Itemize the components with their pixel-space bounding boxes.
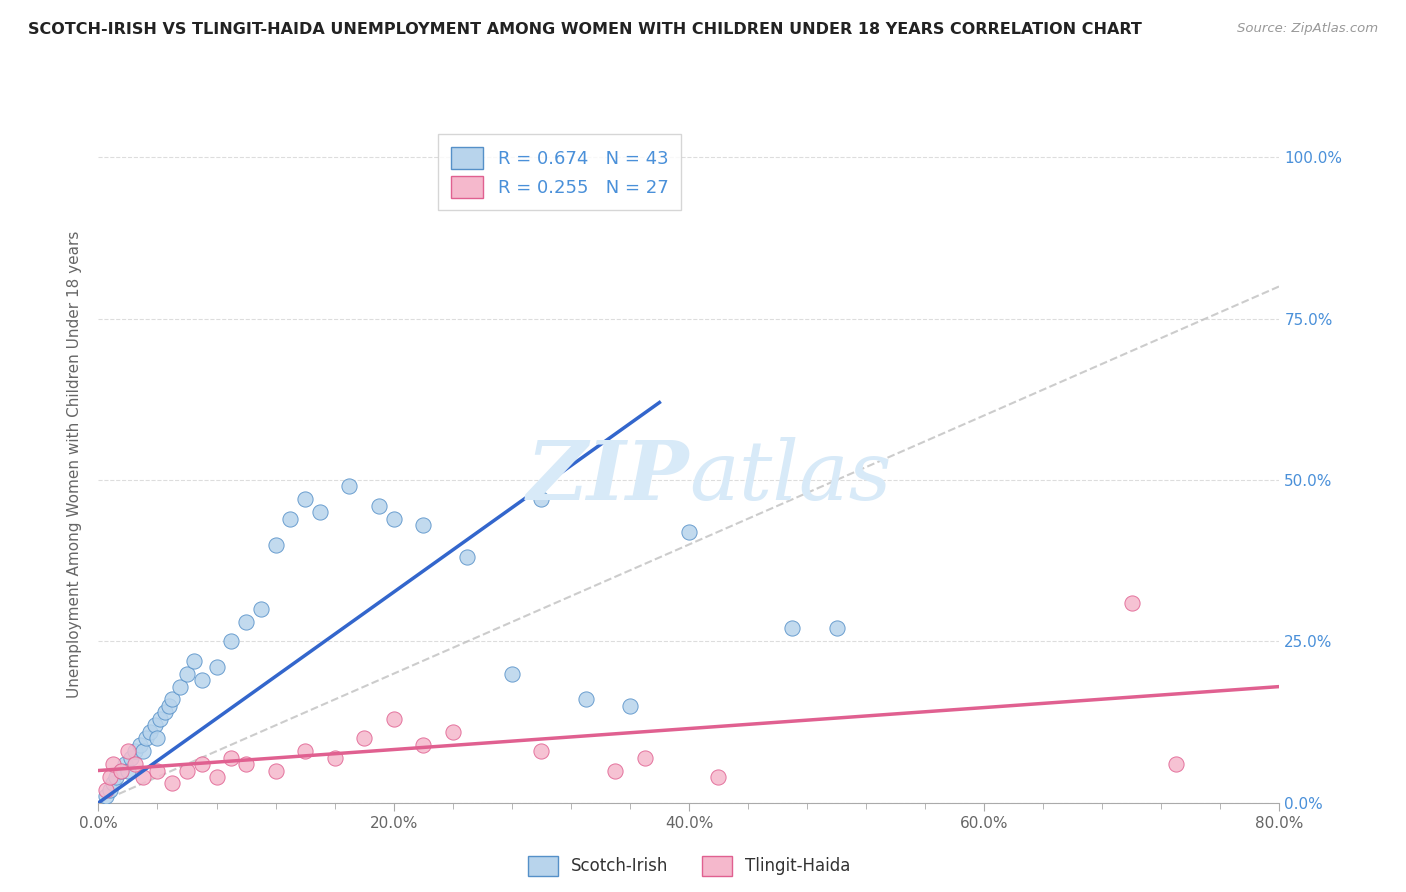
Text: Source: ZipAtlas.com: Source: ZipAtlas.com — [1237, 22, 1378, 36]
Point — [530, 744, 553, 758]
Point — [132, 770, 155, 784]
Point — [605, 764, 627, 778]
Point — [117, 764, 139, 778]
Point — [219, 634, 242, 648]
Point — [94, 783, 117, 797]
Point — [135, 731, 157, 746]
Point — [530, 492, 553, 507]
Point — [205, 770, 228, 784]
Point — [139, 724, 162, 739]
Point — [382, 512, 405, 526]
Point — [219, 750, 242, 764]
Text: SCOTCH-IRISH VS TLINGIT-HAIDA UNEMPLOYMENT AMONG WOMEN WITH CHILDREN UNDER 18 YE: SCOTCH-IRISH VS TLINGIT-HAIDA UNEMPLOYME… — [28, 22, 1142, 37]
Point — [117, 744, 139, 758]
Point — [176, 666, 198, 681]
Point — [353, 731, 375, 746]
Point — [1164, 757, 1187, 772]
Point — [412, 518, 434, 533]
Point — [124, 757, 146, 772]
Point — [633, 750, 655, 764]
Point — [124, 744, 146, 758]
Point — [368, 499, 391, 513]
Point — [183, 654, 205, 668]
Point — [441, 724, 464, 739]
Point — [94, 789, 117, 804]
Legend: Scotch-Irish, Tlingit-Haida: Scotch-Irish, Tlingit-Haida — [520, 849, 858, 882]
Point — [205, 660, 228, 674]
Point — [339, 479, 360, 493]
Point — [132, 744, 155, 758]
Text: ZIP: ZIP — [526, 437, 689, 517]
Point — [191, 673, 214, 687]
Point — [235, 615, 257, 629]
Point — [149, 712, 172, 726]
Point — [264, 764, 287, 778]
Point — [114, 757, 136, 772]
Point — [456, 550, 478, 565]
Point — [678, 524, 700, 539]
Point — [294, 492, 316, 507]
Point — [146, 764, 169, 778]
Point — [143, 718, 166, 732]
Point — [110, 764, 132, 778]
Point — [1121, 596, 1143, 610]
Point — [153, 706, 176, 720]
Y-axis label: Unemployment Among Women with Children Under 18 years: Unemployment Among Women with Children U… — [67, 230, 83, 698]
Point — [782, 622, 804, 636]
Point — [176, 764, 198, 778]
Point — [294, 744, 316, 758]
Point — [157, 698, 180, 713]
Point — [574, 692, 596, 706]
Point — [103, 776, 125, 790]
Point — [128, 738, 150, 752]
Point — [146, 731, 169, 746]
Point — [278, 512, 302, 526]
Point — [162, 692, 183, 706]
Point — [309, 505, 332, 519]
Point — [235, 757, 257, 772]
Point — [191, 757, 214, 772]
Text: atlas: atlas — [689, 437, 891, 517]
Point — [707, 770, 730, 784]
Point — [501, 666, 523, 681]
Point — [412, 738, 434, 752]
Point — [98, 770, 121, 784]
Point — [323, 750, 346, 764]
Point — [825, 622, 848, 636]
Point — [103, 757, 125, 772]
Point — [264, 537, 287, 551]
Point — [162, 776, 183, 790]
Point — [169, 680, 191, 694]
Point — [105, 770, 128, 784]
Point — [250, 602, 273, 616]
Point — [110, 764, 132, 778]
Point — [98, 783, 121, 797]
Point — [619, 698, 641, 713]
Point — [120, 750, 142, 764]
Point — [382, 712, 405, 726]
